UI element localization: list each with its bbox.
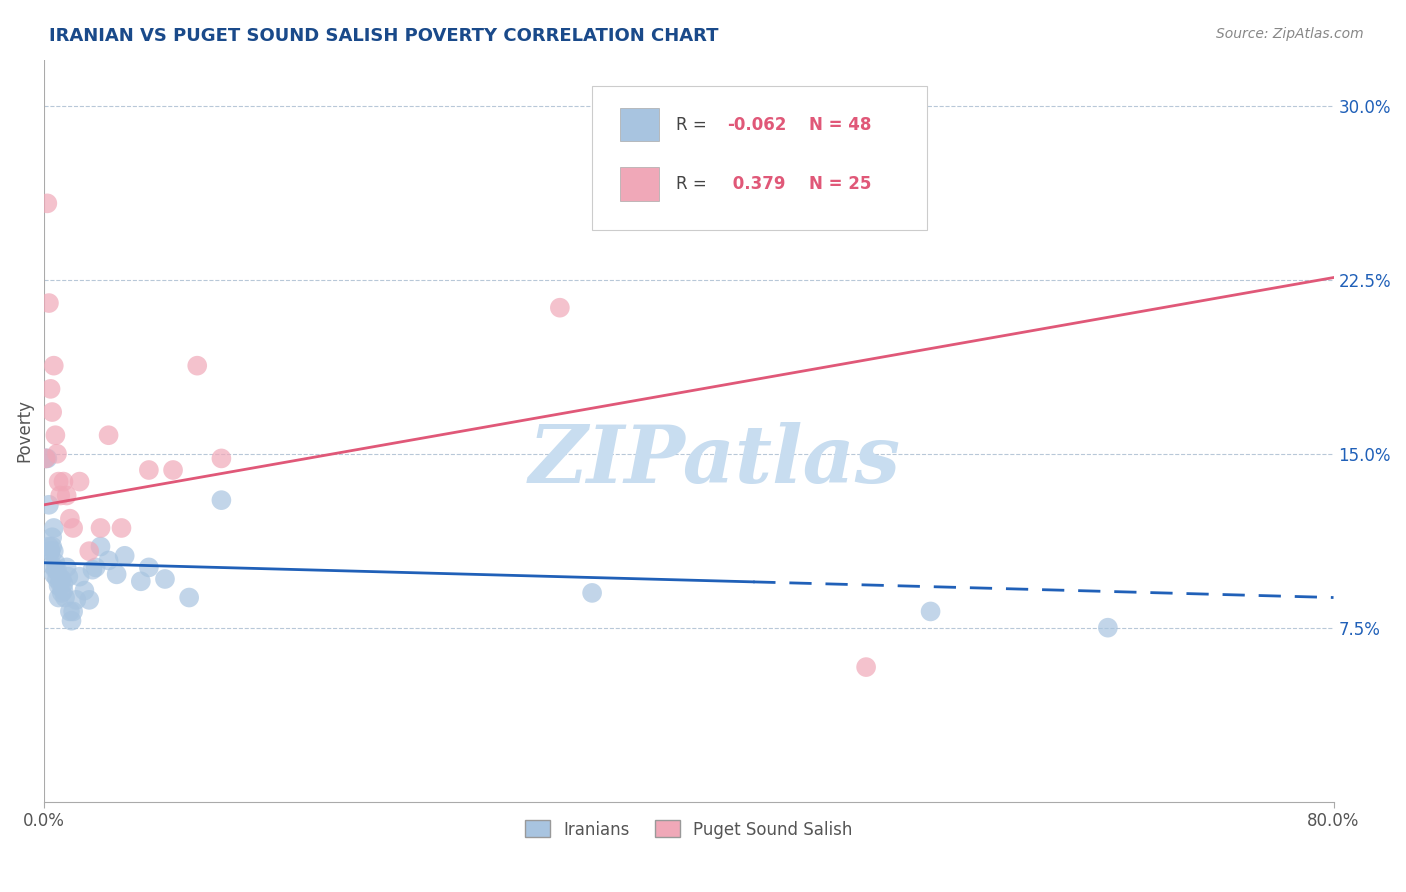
Point xyxy=(581,586,603,600)
Point xyxy=(53,591,76,605)
Point xyxy=(52,576,75,591)
Point xyxy=(129,574,152,589)
Point xyxy=(73,583,96,598)
Text: R =: R = xyxy=(676,175,711,194)
Point xyxy=(37,451,59,466)
Point xyxy=(42,359,65,373)
Point xyxy=(41,540,63,554)
Point xyxy=(58,569,80,583)
Point xyxy=(69,475,91,489)
Point xyxy=(39,544,62,558)
Point xyxy=(51,572,73,586)
Point xyxy=(44,556,66,570)
Point xyxy=(42,544,65,558)
Legend: Iranians, Puget Sound Salish: Iranians, Puget Sound Salish xyxy=(519,814,859,846)
Point xyxy=(179,591,201,605)
Point xyxy=(114,549,136,563)
Point xyxy=(89,540,111,554)
Point xyxy=(920,604,942,618)
Point xyxy=(105,567,128,582)
Text: 0.379: 0.379 xyxy=(727,175,786,194)
Point xyxy=(41,558,63,572)
Point xyxy=(209,493,232,508)
Text: Source: ZipAtlas.com: Source: ZipAtlas.com xyxy=(1216,27,1364,41)
Point xyxy=(46,563,69,577)
Text: R =: R = xyxy=(676,116,711,134)
Point xyxy=(855,660,877,674)
FancyBboxPatch shape xyxy=(592,86,928,230)
Point xyxy=(52,583,75,598)
Point xyxy=(110,521,132,535)
Point xyxy=(65,592,87,607)
Point xyxy=(209,451,232,466)
Text: N = 48: N = 48 xyxy=(808,116,872,134)
Point xyxy=(59,604,82,618)
Point xyxy=(44,563,66,577)
Point xyxy=(49,576,72,591)
Point xyxy=(46,447,69,461)
Point xyxy=(39,544,62,558)
Point xyxy=(49,572,72,586)
Point xyxy=(41,530,63,544)
Point xyxy=(35,451,58,466)
FancyBboxPatch shape xyxy=(620,108,659,141)
Point xyxy=(162,463,184,477)
Point xyxy=(39,382,62,396)
Point xyxy=(48,475,70,489)
Point xyxy=(186,359,208,373)
Point xyxy=(97,428,120,442)
Point xyxy=(44,428,66,442)
Point xyxy=(69,569,91,583)
Point xyxy=(97,553,120,567)
Point xyxy=(55,489,77,503)
Point xyxy=(48,591,70,605)
Point xyxy=(1097,621,1119,635)
Point xyxy=(59,511,82,525)
Point xyxy=(548,301,571,315)
Text: N = 25: N = 25 xyxy=(808,175,872,194)
Point xyxy=(37,196,59,211)
Point xyxy=(38,540,60,554)
Point xyxy=(84,560,107,574)
FancyBboxPatch shape xyxy=(620,167,659,201)
Point xyxy=(62,604,84,618)
Point xyxy=(35,451,58,466)
Point xyxy=(48,579,70,593)
Y-axis label: Poverty: Poverty xyxy=(15,399,32,462)
Text: IRANIAN VS PUGET SOUND SALISH POVERTY CORRELATION CHART: IRANIAN VS PUGET SOUND SALISH POVERTY CO… xyxy=(49,27,718,45)
Point xyxy=(138,560,160,574)
Point xyxy=(46,572,69,586)
Text: ZIPatlas: ZIPatlas xyxy=(529,422,901,499)
Point xyxy=(138,463,160,477)
Point xyxy=(77,592,100,607)
Point xyxy=(153,572,176,586)
Point xyxy=(82,563,104,577)
Point xyxy=(38,296,60,310)
Point xyxy=(42,521,65,535)
Point xyxy=(51,586,73,600)
Point xyxy=(55,560,77,574)
Point xyxy=(60,614,83,628)
Point xyxy=(52,475,75,489)
Point xyxy=(77,544,100,558)
Point xyxy=(49,489,72,503)
Text: -0.062: -0.062 xyxy=(727,116,787,134)
Point xyxy=(62,521,84,535)
Point xyxy=(42,567,65,582)
Point xyxy=(41,405,63,419)
Point xyxy=(38,498,60,512)
Point xyxy=(89,521,111,535)
